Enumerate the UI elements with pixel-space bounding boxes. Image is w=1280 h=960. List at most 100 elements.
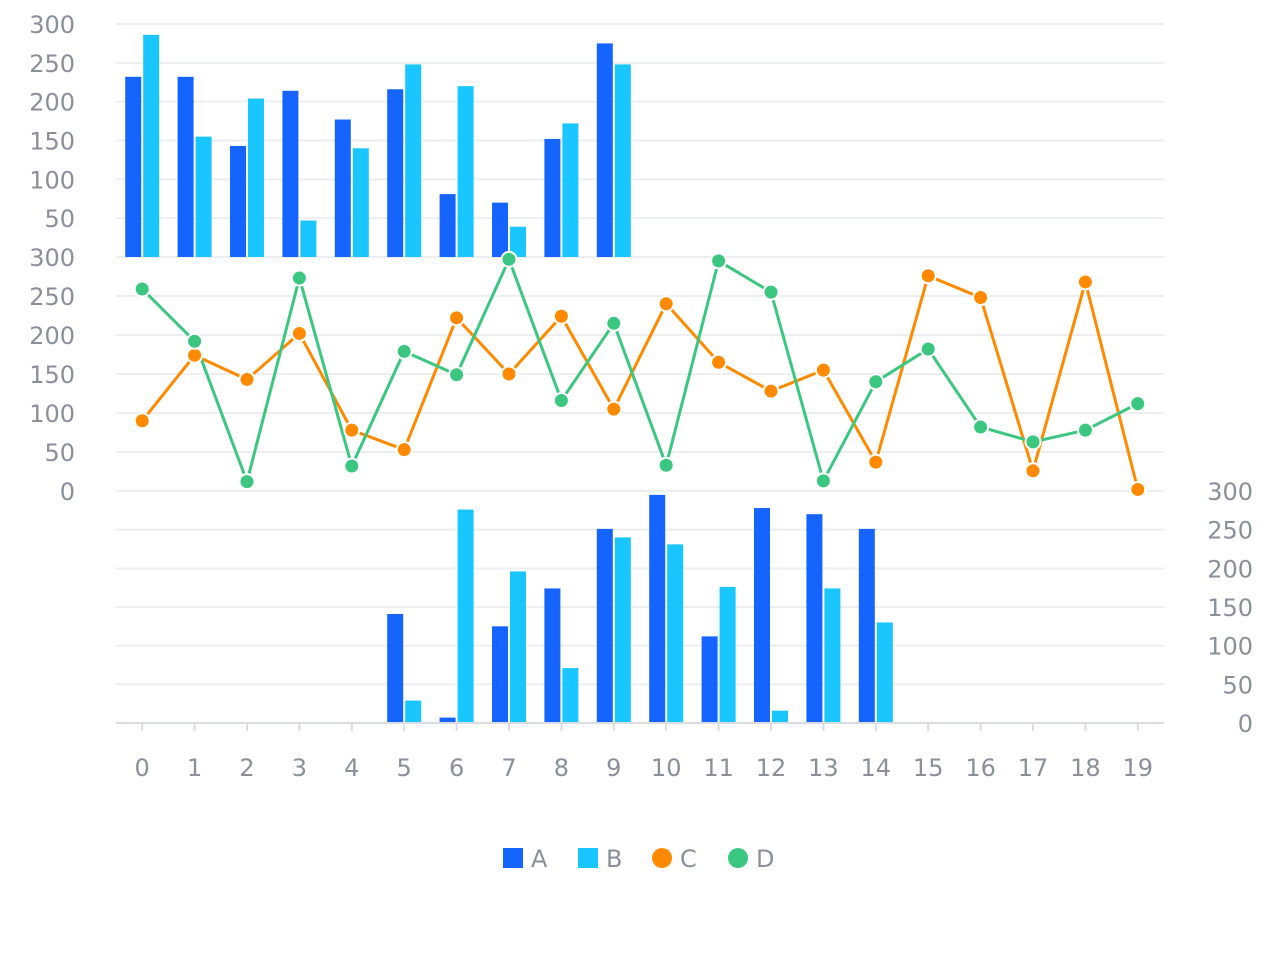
point-d-16[interactable] <box>972 418 990 436</box>
point-c-18[interactable] <box>1076 273 1094 291</box>
bar-top-b-7[interactable] <box>510 226 526 257</box>
bar-bottom-b-7[interactable] <box>510 571 526 723</box>
bar-top-a-5[interactable] <box>387 89 404 258</box>
x-tick-label: 1 <box>187 754 202 782</box>
point-d-7[interactable] <box>500 250 518 268</box>
point-c-3[interactable] <box>290 324 308 342</box>
legend-marker-square <box>578 848 598 868</box>
point-c-8[interactable] <box>552 307 570 325</box>
bar-bottom-a-5[interactable] <box>387 613 404 723</box>
point-c-1[interactable] <box>186 346 204 364</box>
bar-bottom-b-14[interactable] <box>876 622 893 723</box>
line-c <box>141 274 1140 490</box>
bar-top-a-4[interactable] <box>334 119 351 257</box>
point-d-9[interactable] <box>605 314 623 332</box>
bar-top-b-3[interactable] <box>300 220 317 257</box>
x-tick-label: 11 <box>703 754 734 782</box>
legend-item-c[interactable]: C <box>652 845 697 873</box>
point-c-12[interactable] <box>762 382 780 400</box>
bar-top-a-1[interactable] <box>177 76 194 258</box>
point-c-6[interactable] <box>448 309 466 327</box>
bar-bottom-a-7[interactable] <box>492 626 508 723</box>
x-tick-label: 16 <box>965 754 996 782</box>
legend-label: D <box>756 845 774 873</box>
point-d-0[interactable] <box>133 280 151 298</box>
point-d-10[interactable] <box>657 456 675 474</box>
bar-bottom-a-6[interactable] <box>439 717 456 723</box>
point-c-11[interactable] <box>710 353 728 371</box>
point-c-13[interactable] <box>814 361 832 379</box>
point-d-3[interactable] <box>290 269 308 287</box>
point-c-4[interactable] <box>343 421 361 439</box>
bar-bottom-b-13[interactable] <box>824 588 841 723</box>
bar-top-a-7[interactable] <box>492 202 508 257</box>
y-tick-label-top: 250 <box>29 50 75 78</box>
bar-top-b-8[interactable] <box>562 123 579 257</box>
bar-bottom-a-10[interactable] <box>649 494 666 723</box>
bar-bottom-b-5[interactable] <box>405 700 422 723</box>
point-c-7[interactable] <box>500 365 518 383</box>
bar-bottom-a-12[interactable] <box>754 508 770 723</box>
bar-top-a-6[interactable] <box>439 194 456 257</box>
legend-label: B <box>606 845 622 873</box>
legend-label: A <box>531 845 548 873</box>
point-d-2[interactable] <box>238 473 256 491</box>
bar-top-b-6[interactable] <box>457 86 474 257</box>
bar-top-b-2[interactable] <box>248 98 264 257</box>
point-d-15[interactable] <box>919 340 937 358</box>
point-c-19[interactable] <box>1129 480 1147 498</box>
bar-bottom-a-9[interactable] <box>596 528 613 723</box>
bar-bottom-a-8[interactable] <box>544 588 561 723</box>
point-c-15[interactable] <box>919 267 937 285</box>
point-d-4[interactable] <box>343 457 361 475</box>
bar-top-a-9[interactable] <box>596 43 613 257</box>
bottom-bar-panel <box>387 494 893 723</box>
bar-top-a-8[interactable] <box>544 138 561 257</box>
point-d-11[interactable] <box>710 252 728 270</box>
point-c-14[interactable] <box>867 453 885 471</box>
point-d-1[interactable] <box>186 332 204 350</box>
point-d-5[interactable] <box>395 342 413 360</box>
point-c-17[interactable] <box>1024 462 1042 480</box>
bar-top-a-2[interactable] <box>230 145 246 257</box>
point-c-10[interactable] <box>657 295 675 313</box>
y-tick-label-bottom: 300 <box>1207 478 1253 506</box>
point-d-8[interactable] <box>552 392 570 410</box>
bar-bottom-b-6[interactable] <box>457 509 474 723</box>
bar-bottom-a-11[interactable] <box>701 636 718 723</box>
bar-bottom-b-8[interactable] <box>562 668 579 723</box>
legend[interactable]: A B C D <box>503 845 774 873</box>
point-c-9[interactable] <box>605 400 623 418</box>
point-d-6[interactable] <box>448 366 466 384</box>
point-c-16[interactable] <box>972 289 990 307</box>
point-c-0[interactable] <box>133 412 151 430</box>
bar-bottom-b-9[interactable] <box>614 537 631 723</box>
point-d-18[interactable] <box>1076 421 1094 439</box>
legend-item-d[interactable]: D <box>728 845 774 873</box>
bar-top-b-9[interactable] <box>614 64 631 258</box>
point-d-14[interactable] <box>867 373 885 391</box>
x-tick-label: 5 <box>397 754 412 782</box>
y-tick-label-bottom: 50 <box>1222 671 1253 699</box>
point-d-17[interactable] <box>1024 433 1042 451</box>
bar-top-b-4[interactable] <box>352 148 369 257</box>
legend-item-b[interactable]: B <box>578 845 622 873</box>
bar-top-a-3[interactable] <box>282 90 299 257</box>
point-c-2[interactable] <box>238 370 256 388</box>
bar-bottom-a-13[interactable] <box>806 514 823 723</box>
bar-bottom-b-10[interactable] <box>667 544 684 723</box>
bar-top-a-0[interactable] <box>125 76 142 258</box>
point-d-19[interactable] <box>1129 395 1147 413</box>
bar-bottom-b-12[interactable] <box>772 710 788 723</box>
point-c-5[interactable] <box>395 441 413 459</box>
x-tick-label: 4 <box>344 754 359 782</box>
point-d-12[interactable] <box>762 283 780 301</box>
bar-top-b-1[interactable] <box>195 136 212 257</box>
bar-top-b-5[interactable] <box>405 64 422 258</box>
point-d-13[interactable] <box>814 472 832 490</box>
legend-item-a[interactable]: A <box>503 845 548 873</box>
bar-bottom-a-14[interactable] <box>858 528 875 723</box>
bar-top-b-0[interactable] <box>143 34 160 257</box>
bar-bottom-b-11[interactable] <box>719 586 736 723</box>
